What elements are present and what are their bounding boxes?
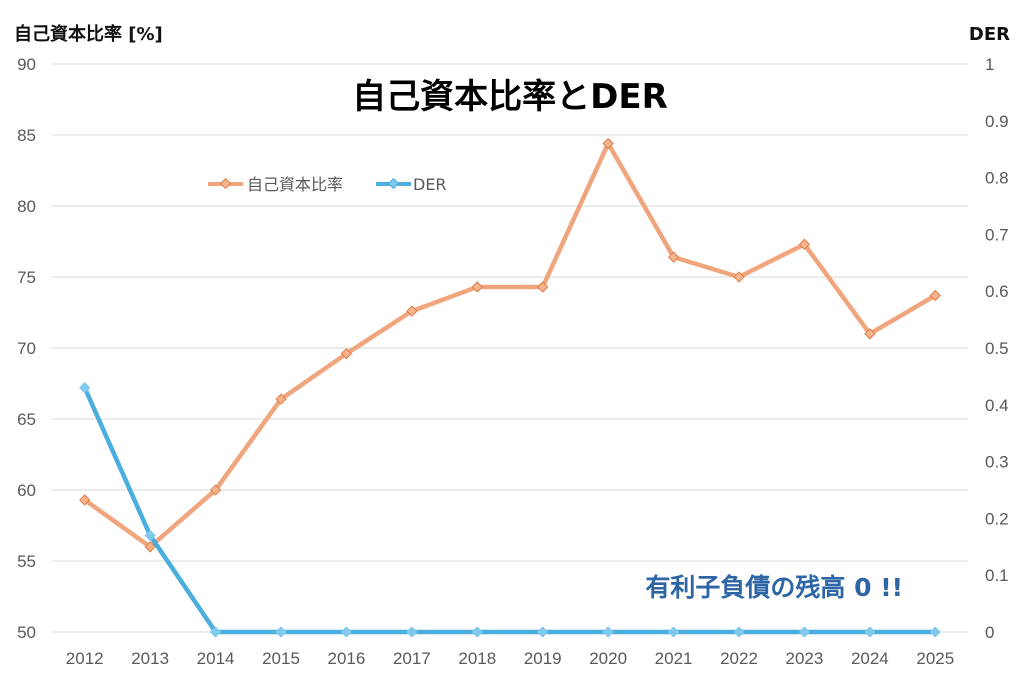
legend-label-der: DER — [413, 175, 447, 194]
series-der — [79, 382, 941, 638]
data-point[interactable] — [733, 271, 745, 283]
data-point[interactable] — [79, 382, 91, 394]
data-point[interactable] — [79, 494, 91, 506]
left-tick-label: 55 — [17, 552, 36, 571]
data-point[interactable] — [929, 626, 941, 638]
data-point[interactable] — [275, 626, 287, 638]
x-tick-label: 2021 — [655, 649, 693, 668]
x-tick-label: 2012 — [66, 649, 104, 668]
left-tick-label: 65 — [17, 410, 36, 429]
x-tick-label: 2022 — [720, 649, 758, 668]
x-tick-label: 2018 — [458, 649, 496, 668]
right-tick-label: 0.9 — [985, 112, 1009, 131]
x-axis-ticks: 2012 2013 2014 2015 2016 2017 2018 2019 2020 2021… — [66, 649, 954, 668]
gridlines — [52, 63, 968, 633]
left-tick-label: 75 — [17, 268, 36, 287]
data-point[interactable] — [209, 484, 222, 496]
data-point[interactable] — [471, 281, 483, 293]
x-tick-label: 2013 — [131, 649, 169, 668]
left-tick-label: 50 — [17, 623, 36, 642]
data-point[interactable] — [537, 626, 549, 638]
annotation-zero-debt: 有利子負債の残高 0 !! — [645, 573, 903, 602]
right-tick-label: 0.4 — [985, 396, 1009, 415]
data-point[interactable] — [144, 541, 156, 553]
left-tick-label: 85 — [17, 126, 36, 145]
legend-label-equity-ratio: 自己資本比率 — [247, 175, 343, 194]
data-point[interactable] — [406, 626, 418, 638]
data-point[interactable] — [602, 137, 614, 150]
legend: 自己資本比率 DER — [208, 175, 447, 194]
left-tick-label: 60 — [17, 481, 36, 500]
data-point[interactable] — [864, 328, 876, 340]
x-tick-label: 2020 — [589, 649, 627, 668]
series-layer — [79, 137, 941, 638]
x-tick-label: 2019 — [524, 649, 562, 668]
legend-marker-der — [387, 177, 400, 190]
data-point[interactable] — [340, 348, 353, 360]
data-point[interactable] — [798, 238, 811, 250]
data-point[interactable] — [209, 626, 222, 638]
data-point[interactable] — [144, 529, 156, 542]
right-tick-label: 1 — [985, 55, 994, 74]
x-tick-label: 2014 — [197, 649, 235, 668]
x-tick-label: 2024 — [851, 649, 889, 668]
left-axis-ticks: 50 55 60 65 70 75 80 85 90 — [17, 55, 36, 642]
left-tick-label: 70 — [17, 339, 36, 358]
right-axis-title: DER — [969, 24, 1010, 45]
series-equity-ratio — [79, 137, 941, 553]
chart-title: 自己資本比率とDER — [352, 77, 668, 117]
data-point[interactable] — [340, 626, 353, 638]
right-axis-ticks: 0 0.1 0.2 0.3 0.4 0.5 0.6 0.7 0.8 0.9 1 — [985, 55, 1009, 642]
data-point[interactable] — [275, 393, 287, 405]
data-point[interactable] — [537, 281, 549, 293]
legend-item-equity-ratio[interactable]: 自己資本比率 — [208, 175, 343, 194]
x-tick-label: 2023 — [786, 649, 824, 668]
legend-item-der[interactable]: DER — [376, 175, 447, 194]
data-point[interactable] — [471, 626, 483, 638]
right-tick-label: 0.6 — [985, 282, 1009, 301]
right-tick-label: 0.3 — [985, 453, 1009, 472]
data-point[interactable] — [602, 626, 614, 638]
right-tick-label: 0.2 — [985, 509, 1009, 528]
right-tick-label: 0 — [985, 623, 994, 642]
left-tick-label: 90 — [17, 55, 36, 74]
x-tick-label: 2016 — [328, 649, 366, 668]
data-point[interactable] — [798, 626, 811, 638]
right-tick-label: 0.8 — [985, 169, 1009, 188]
series-line — [82, 385, 938, 635]
data-point[interactable] — [667, 626, 680, 638]
right-tick-label: 0.7 — [985, 225, 1009, 244]
data-point[interactable] — [864, 626, 876, 638]
x-tick-label: 2015 — [262, 649, 300, 668]
legend-marker-equity-ratio — [219, 177, 232, 190]
x-tick-label: 2017 — [393, 649, 431, 668]
right-tick-label: 0.5 — [985, 339, 1009, 358]
data-point[interactable] — [733, 626, 745, 638]
left-axis-title: 自己資本比率 [%] — [14, 23, 163, 45]
series-line — [82, 141, 938, 550]
x-tick-label: 2025 — [916, 649, 954, 668]
data-point[interactable] — [929, 289, 941, 302]
left-tick-label: 80 — [17, 197, 36, 216]
right-tick-label: 0.1 — [985, 566, 1009, 585]
data-point[interactable] — [667, 251, 680, 263]
data-point[interactable] — [406, 305, 418, 317]
